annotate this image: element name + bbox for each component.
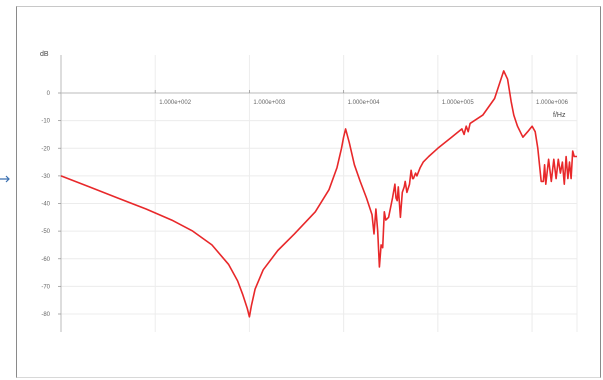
x-tick-label: 1.000e+005: [442, 100, 475, 106]
y-tick-label: -80: [41, 312, 50, 318]
x-tick-label: 1.000e+003: [253, 100, 286, 106]
y-tick-label: -20: [41, 146, 50, 152]
y-tick-label: -60: [41, 257, 50, 263]
x-axis-unit: f/Hz: [553, 112, 566, 119]
y-axis-ticks: 0 -10 -20 -30 -40 -50 -60 -70 -80: [41, 91, 61, 318]
x-tick-label: 1.000e+002: [159, 100, 192, 106]
chart-frame: [16, 6, 601, 378]
y-tick-label: -30: [41, 174, 50, 180]
x-axis-ticks: 1.000e+002 1.000e+003 1.000e+004 1.000e+005…: [154, 90, 569, 106]
chart-grid: [60, 55, 578, 332]
x-tick-label: 1.000e+004: [348, 100, 381, 106]
series-line: [60, 70, 577, 318]
left-edge-arrow-icon: [0, 175, 10, 183]
y-tick-label: 0: [47, 91, 51, 97]
chart-series: [60, 70, 577, 318]
y-tick-label: -50: [41, 229, 50, 235]
y-axis-unit: dB: [40, 51, 49, 58]
x-tick-label: 1.000e+006: [536, 100, 569, 106]
chart-axes: [60, 55, 577, 332]
y-tick-label: -10: [41, 119, 50, 125]
y-tick-label: -70: [41, 284, 50, 290]
y-tick-label: -40: [41, 202, 50, 208]
